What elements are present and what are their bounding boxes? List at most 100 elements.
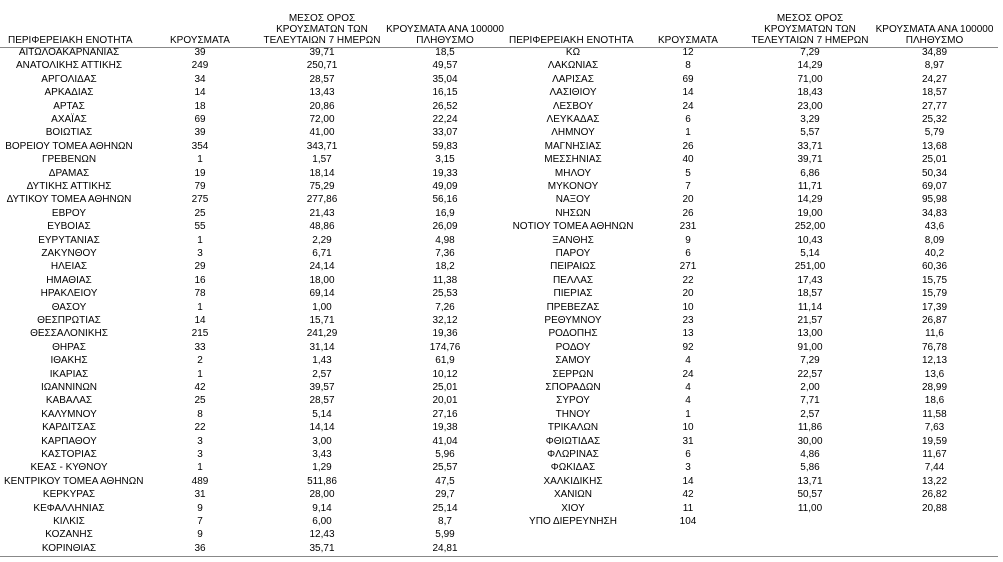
cell-region: ΚΑΛΥΜΝΟΥ: [41, 408, 97, 420]
cell-region: ΑΡΤΑΣ: [53, 100, 85, 112]
cell-avg-7-days: 75,29: [309, 181, 335, 192]
cell-avg-7-days: 11,71: [797, 181, 823, 192]
cell-avg-7-days: 21,57: [797, 315, 823, 326]
cell-region: ΠΕΙΡΑΙΩΣ: [550, 261, 596, 273]
cell-avg-7-days: 2,57: [800, 408, 820, 420]
cell-cases: 3: [685, 462, 691, 474]
cell-cases: 231: [679, 221, 697, 233]
cell-region: ΖΑΚΥΝΘΟΥ: [41, 248, 97, 259]
cell-per-100000: 56,16: [432, 194, 458, 206]
cell-avg-7-days: 7,71: [800, 395, 820, 407]
cell-avg-7-days: 251,00: [794, 261, 826, 273]
cell-cases: 33: [194, 341, 206, 353]
cell-region: ΝΗΣΩΝ: [555, 207, 591, 219]
cell-avg-7-days: 9,14: [312, 502, 332, 514]
cell-region: ΛΕΣΒΟΥ: [552, 100, 594, 112]
cell-cases: 9: [197, 502, 203, 514]
cell-region: ΚΙΛΚΙΣ: [53, 516, 85, 527]
cell-avg-7-days: 22,57: [797, 368, 823, 380]
cell-region: ΝΑΞΟΥ: [555, 194, 591, 206]
cell-region: ΒΟΡΕΙΟΥ ΤΟΜΕΑ ΑΘΗΝΩΝ: [5, 140, 133, 152]
cell-avg-7-days: 343,71: [306, 140, 338, 152]
cell-region: ΤΗΝΟΥ: [555, 408, 591, 420]
cell-region: ΠΕΛΛΑΣ: [552, 274, 594, 286]
cell-cases: 8: [197, 408, 203, 420]
cell-cases: 26: [682, 140, 694, 152]
cell-region: ΡΟΔΟΠΗΣ: [548, 328, 598, 340]
cell-region: ΛΕΥΚΑΔΑΣ: [546, 114, 600, 125]
cell-region: ΧΙΟΥ: [561, 502, 585, 514]
cell-avg-7-days: 31,14: [309, 341, 335, 353]
cell-avg-7-days: 41,00: [309, 127, 335, 139]
cell-cases: 39: [194, 127, 206, 139]
cell-region: ΦΩΚΙΔΑΣ: [550, 462, 596, 474]
cell-per-100000: 25,57: [432, 462, 458, 474]
cell-per-100000: 16,15: [432, 87, 458, 99]
cell-per-100000: 18,57: [921, 87, 948, 99]
cell-per-100000: 5,99: [435, 529, 455, 541]
cell-per-100000: 95,98: [921, 194, 948, 206]
cell-cases: 4: [685, 382, 691, 393]
cell-cases: 14: [194, 315, 206, 326]
cell-avg-7-days: 28,00: [309, 489, 335, 501]
cell-cases: 18: [194, 100, 206, 112]
cell-region: ΚΑΡΠΑΘΟΥ: [41, 435, 97, 447]
cell-avg-7-days: 72,00: [309, 114, 335, 125]
cell-region: ΚΑΡΔΙΤΣΑΣ: [42, 422, 96, 434]
cell-cases: 42: [194, 382, 206, 393]
cell-cases: 1: [197, 368, 203, 380]
cell-avg-7-days: 71,00: [797, 73, 823, 85]
cell-region: ΧΑΛΚΙΔΙΚΗΣ: [543, 475, 603, 487]
cell-region: ΛΑΡΙΣΑΣ: [552, 73, 594, 85]
cell-avg-7-days: 2,29: [312, 234, 332, 246]
cell-cases: 9: [685, 234, 691, 246]
cell-region: ΜΗΛΟΥ: [554, 167, 592, 179]
cell-region: ΜΥΚΟΝΟΥ: [547, 181, 599, 192]
cell-region: ΚΩ: [565, 47, 581, 58]
cell-region: ΑΡΓΟΛΙΔΑΣ: [41, 73, 97, 85]
cell-per-100000: 18,2: [435, 261, 455, 273]
cell-per-100000: 60,36: [921, 261, 948, 273]
cell-per-100000: 7,63: [924, 422, 945, 434]
cell-per-100000: 19,59: [921, 435, 948, 447]
cell-avg-7-days: 7,29: [800, 47, 820, 58]
cell-cases: 23: [682, 315, 694, 326]
cell-per-100000: 41,04: [432, 435, 458, 447]
cell-per-100000: 7,36: [435, 248, 455, 259]
cell-region: ΚΕΝΤΡΙΚΟΥ ΤΟΜΕΑ ΑΘΗΝΩΝ: [4, 475, 144, 487]
cell-region: ΚΕΑΣ - ΚΥΘΝΟΥ: [30, 462, 108, 474]
cell-region: ΧΑΝΙΩΝ: [553, 489, 593, 501]
cell-per-100000: 25,01: [432, 382, 458, 393]
cell-avg-7-days: 14,29: [797, 194, 823, 206]
cell-per-100000: 29,7: [435, 489, 455, 501]
cell-per-100000: 69,07: [921, 181, 948, 192]
cell-cases: 6: [685, 248, 691, 259]
header-avg-7-days: ΜΕΣΟΣ ΟΡΟΣ ΚΡΟΥΣΜΑΤΩΝ ΤΩΝ ΤΕΛΕΥΤΑΙΩΝ 7 Η…: [751, 13, 869, 46]
cell-avg-7-days: 3,43: [312, 449, 332, 460]
cell-per-100000: 25,53: [432, 288, 458, 300]
cell-region: ΚΑΒΑΛΑΣ: [45, 395, 93, 407]
cell-avg-7-days: 69,14: [309, 288, 335, 300]
cell-avg-7-days: 28,57: [309, 73, 335, 85]
cell-region: ΑΡΚΑΔΙΑΣ: [44, 87, 94, 99]
header-cases: ΚΡΟΥΣΜΑΤΑ: [170, 35, 230, 46]
bottom-rule: [0, 556, 998, 557]
cell-cases: 29: [194, 261, 206, 273]
cell-region: ΕΒΡΟΥ: [51, 207, 87, 219]
cell-region: ΛΗΜΝΟΥ: [551, 127, 595, 139]
cell-cases: 13: [682, 328, 694, 340]
cell-per-100000: 17,39: [921, 301, 948, 313]
cell-region: ΠΡΕΒΕΖΑΣ: [546, 301, 600, 313]
cell-cases: 40: [682, 154, 694, 166]
cell-region: ΒΟΙΩΤΙΑΣ: [45, 127, 93, 139]
cell-avg-7-days: 13,71: [797, 475, 823, 487]
cell-region: ΡΟΔΟΥ: [555, 341, 591, 353]
cell-cases: 42: [682, 489, 694, 501]
cell-per-100000: 11,67: [922, 449, 947, 460]
cell-cases: 3: [197, 449, 203, 460]
cell-per-100000: 22,24: [432, 114, 458, 125]
cell-region: ΗΡΑΚΛΕΙΟΥ: [40, 288, 98, 300]
cell-per-100000: 34,83: [921, 207, 948, 219]
cell-region: ΙΚΑΡΙΑΣ: [49, 368, 89, 380]
cell-avg-7-days: 2,00: [800, 382, 820, 393]
